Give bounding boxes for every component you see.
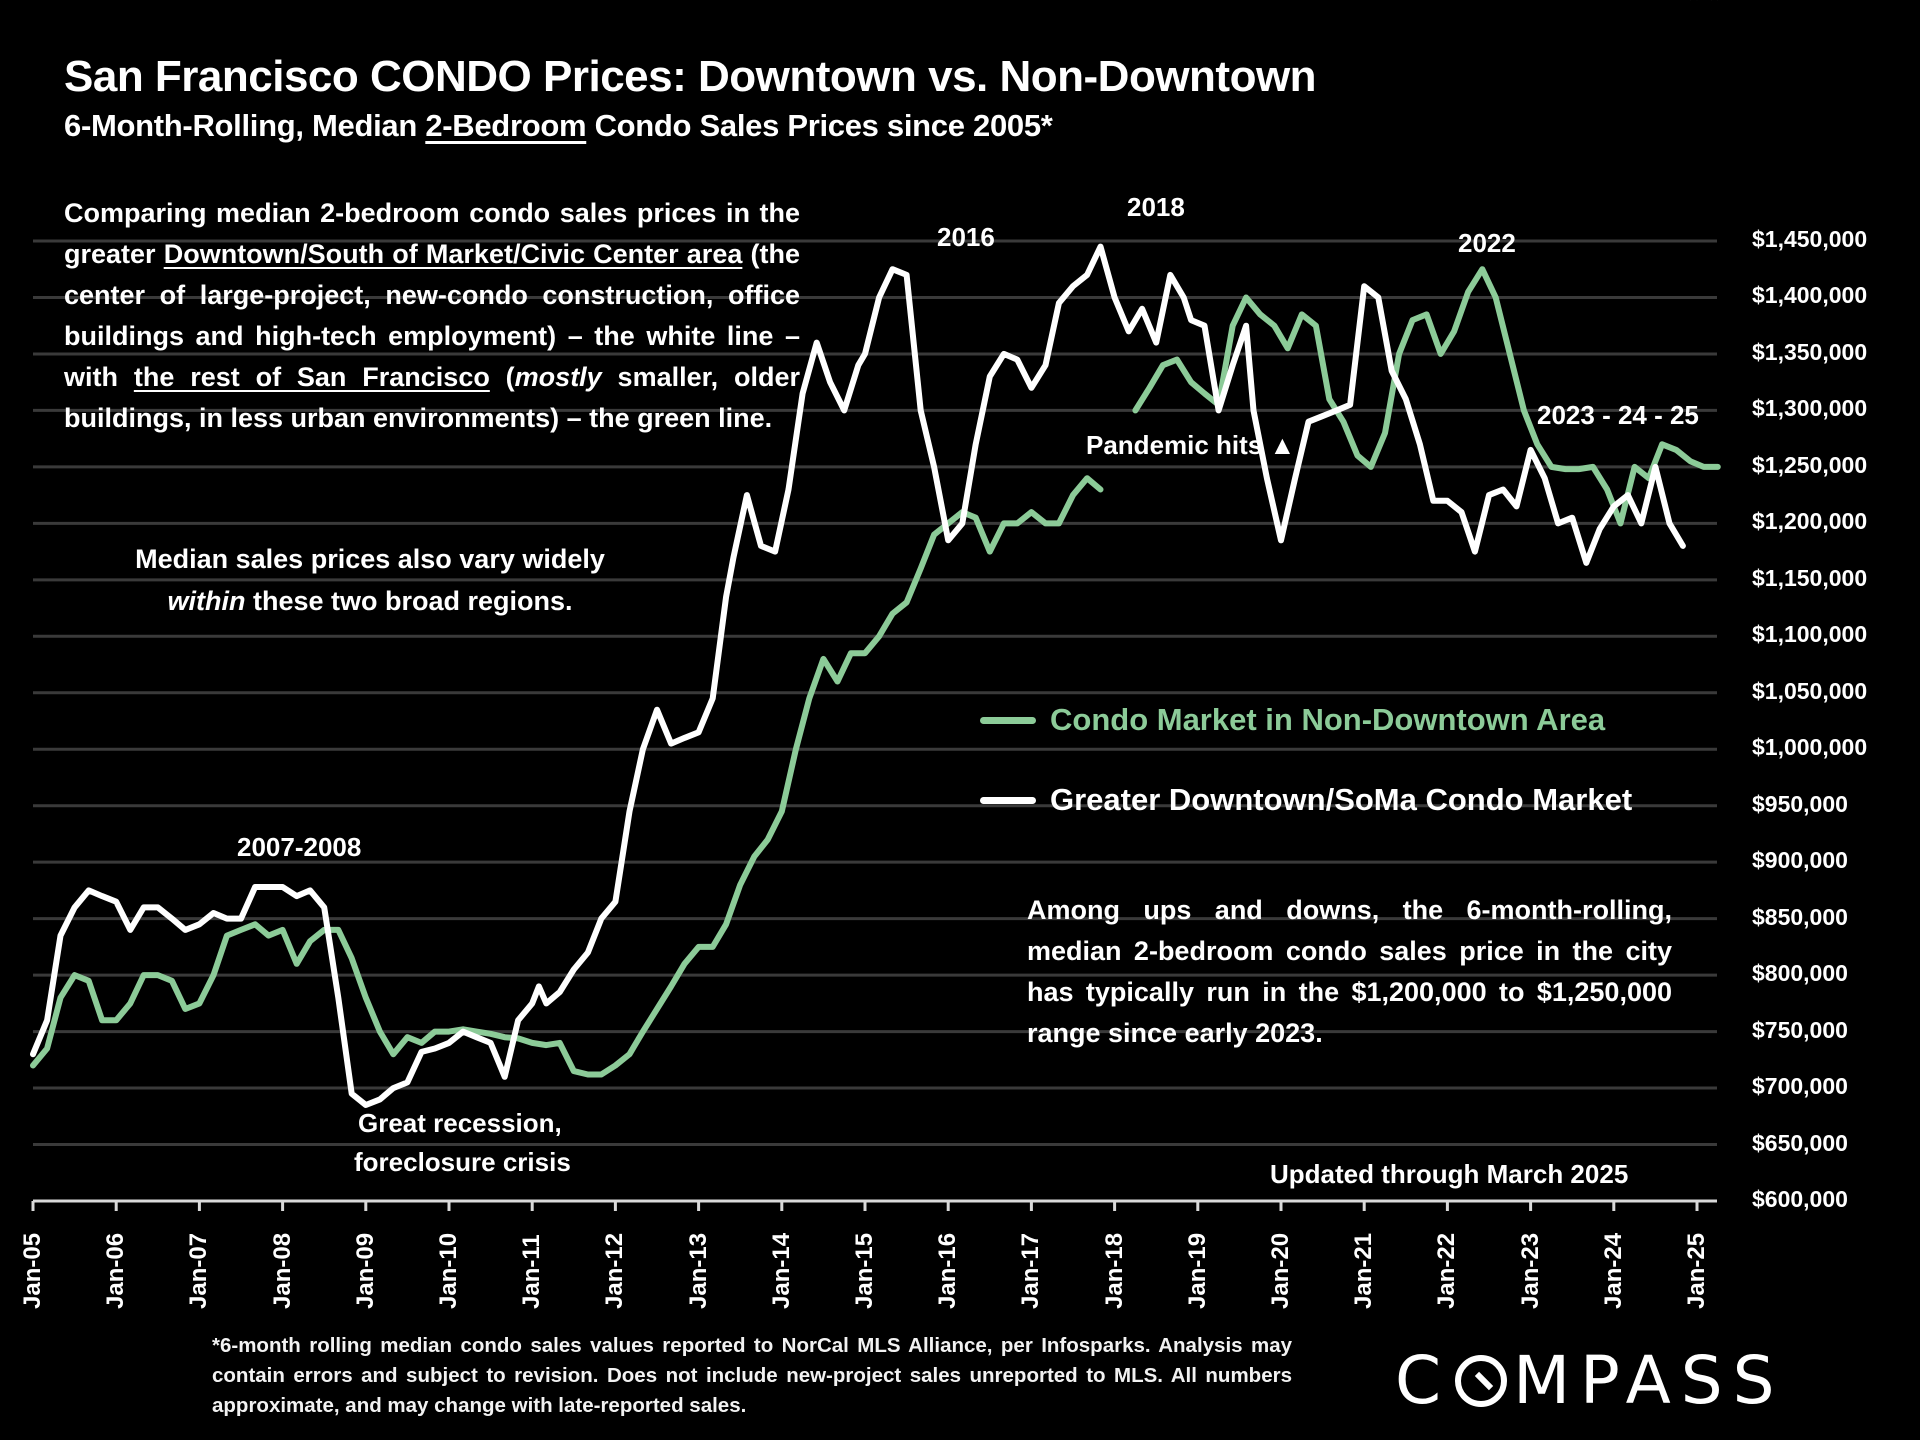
- legend-item-downtown: Greater Downtown/SoMa Condo Market: [980, 782, 1632, 818]
- x-tick-label: Jan-23: [1516, 1232, 1544, 1309]
- intro-rest-underlined: the rest of San Francisco: [133, 362, 490, 392]
- within-line1: Median sales prices also vary widely: [135, 544, 605, 574]
- x-tick-label: Jan-15: [851, 1232, 878, 1309]
- y-tick-label: $1,350,000: [1752, 338, 1868, 365]
- logo-letter-c: C: [1395, 1342, 1452, 1419]
- y-tick-label: $650,000: [1752, 1129, 1848, 1156]
- annotation-recession-line1: Great recession,: [358, 1108, 562, 1138]
- x-tick-label: Jan-06: [102, 1232, 130, 1309]
- x-tick-label: Jan-13: [684, 1232, 712, 1309]
- x-tick-label: Jan-05: [19, 1232, 46, 1309]
- y-tick-label: $1,250,000: [1752, 451, 1868, 478]
- y-tick-label: $600,000: [1752, 1186, 1848, 1212]
- x-tick-label: Jan-09: [351, 1232, 379, 1309]
- subtitle-prefix: 6-Month-Rolling, Median: [64, 108, 426, 143]
- gridlines: [33, 239, 1717, 1147]
- x-tick-label: Jan-17: [1017, 1232, 1045, 1309]
- x-tick-label: Jan-12: [601, 1232, 629, 1309]
- x-tick-label: Jan-07: [185, 1232, 213, 1309]
- y-tick-label: $1,150,000: [1752, 564, 1868, 591]
- x-tick-label: Jan-21: [1350, 1232, 1378, 1309]
- annotation-2016: 2016: [937, 222, 995, 252]
- y-tick-label: $800,000: [1752, 960, 1848, 987]
- y-tick-label: $850,000: [1752, 903, 1848, 930]
- legend-label-downtown: Greater Downtown/SoMa Condo Market: [1050, 782, 1633, 817]
- legend-swatch-green: [980, 716, 1036, 724]
- y-tick-label: $1,200,000: [1752, 508, 1868, 535]
- y-tick-label: $1,050,000: [1752, 677, 1868, 704]
- within-italic: within: [167, 586, 246, 616]
- chart-subtitle: 6-Month-Rolling, Median 2-Bedroom Condo …: [64, 108, 1053, 144]
- x-tick-label: Jan-10: [435, 1232, 462, 1309]
- annotation-2022: 2022: [1458, 228, 1516, 258]
- x-tick-label: Jan-08: [268, 1232, 296, 1309]
- x-axis: [31, 1199, 1717, 1211]
- legend-label-non-downtown: Condo Market in Non-Downtown Area: [1050, 702, 1606, 737]
- x-tick-label: Jan-24: [1599, 1232, 1627, 1309]
- legend-swatch-white: [980, 796, 1036, 804]
- subtitle-underlined: 2-Bedroom: [425, 108, 587, 143]
- x-tick-label: Jan-16: [934, 1232, 962, 1309]
- y-tick-label: $1,300,000: [1752, 395, 1868, 422]
- within-line2: these two broad regions.: [245, 586, 573, 616]
- annotation-pandemic: Pandemic hits ▲: [1086, 430, 1296, 460]
- annotation-recession-line2: foreclosure crisis: [354, 1147, 571, 1177]
- x-tick-label: Jan-20: [1267, 1232, 1294, 1309]
- series-line-non-downtown: [30, 475, 1104, 1078]
- intro-note: Comparing median 2-bedroom condo sales p…: [64, 193, 800, 439]
- intro-text: Comparing median 2-bedroom condo sales p…: [64, 198, 800, 269]
- chart-title: San Francisco CONDO Prices: Downtown vs.…: [64, 52, 1317, 101]
- y-tick-label: $950,000: [1752, 790, 1848, 817]
- intro-text: smaller, older buildings, in less urban …: [64, 362, 800, 433]
- x-tick-label: Jan-18: [1100, 1232, 1128, 1309]
- compass-o-icon: [1455, 1354, 1508, 1407]
- y-tick-label: $1,000,000: [1752, 734, 1868, 761]
- y-tick-label: $700,000: [1752, 1073, 1848, 1100]
- legend-item-non-downtown: Condo Market in Non-Downtown Area: [980, 702, 1605, 738]
- intro-downtown-underlined: Downtown/South of Market/Civic Center ar…: [163, 239, 743, 269]
- subtitle-suffix: Condo Sales Prices since 2005*: [586, 108, 1053, 143]
- footnote: *6-month rolling median condo sales valu…: [212, 1334, 1292, 1417]
- y-tick-label: $1,450,000: [1752, 226, 1868, 252]
- annotation-2007-2008: 2007-2008: [237, 832, 362, 862]
- y-tick-label: $750,000: [1752, 1016, 1848, 1043]
- intro-text: (the center of large-project, new-condo …: [64, 239, 800, 392]
- x-tick-label: Jan-19: [1183, 1232, 1211, 1309]
- within-note: Median sales prices also vary widely with…: [100, 538, 640, 622]
- logo-letters: MPASS: [1513, 1342, 1785, 1419]
- intro-text: (: [489, 362, 515, 392]
- summary-note: Among ups and downs, the 6-month-rolling…: [1027, 895, 1672, 1048]
- x-tick-label: Jan-14: [767, 1232, 795, 1309]
- y-tick-label: $1,400,000: [1752, 282, 1868, 309]
- annotation-2023-24-25: 2023 - 24 - 25: [1537, 400, 1699, 430]
- annotation-2018: 2018: [1127, 192, 1185, 222]
- x-tick-label: Jan-25: [1683, 1232, 1710, 1309]
- x-tick-label: Jan-22: [1433, 1232, 1461, 1309]
- intro-italic: mostly: [514, 362, 602, 392]
- compass-logo: C MPASS: [1395, 1342, 1785, 1419]
- x-tick-label: Jan-11: [518, 1234, 546, 1309]
- y-tick-label: $900,000: [1752, 847, 1848, 874]
- y-tick-label: $1,100,000: [1752, 621, 1868, 648]
- updated-note: Updated through March 2025: [1270, 1159, 1629, 1189]
- series-lines: [30, 0, 1721, 1108]
